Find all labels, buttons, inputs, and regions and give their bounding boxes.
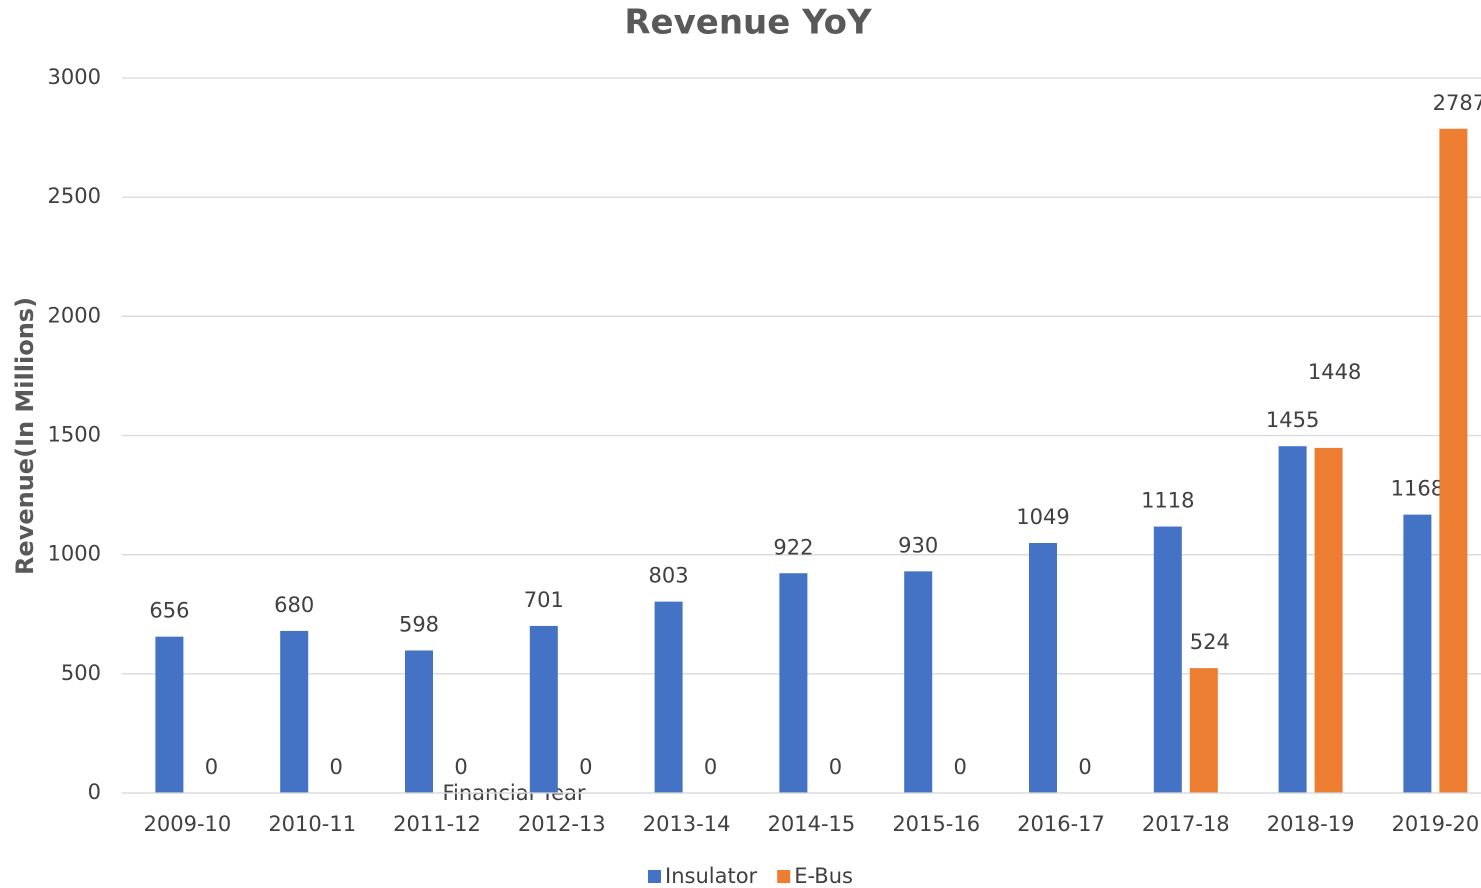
data-label: 1049 — [1016, 505, 1069, 529]
y-tick-label: 0 — [88, 780, 101, 804]
x-tick-label: 2016-17 — [1017, 812, 1105, 836]
bar — [1153, 526, 1182, 793]
x-tick-label: 2014-15 — [768, 812, 856, 836]
data-label: 0 — [829, 755, 842, 779]
bar — [1029, 542, 1057, 793]
legend-swatch — [648, 870, 661, 883]
x-tick-label: 2015-16 — [892, 812, 980, 836]
y-tick-label: 2000 — [48, 303, 101, 327]
x-tick-label: 2018-19 — [1267, 812, 1355, 836]
data-label: 0 — [205, 755, 218, 779]
x-tick-label: 2012-13 — [518, 812, 606, 836]
bar — [654, 601, 683, 793]
y-axis-title: Revenue(In Millions) — [11, 297, 39, 575]
bar — [1439, 128, 1468, 793]
data-label: 1455 — [1266, 408, 1319, 432]
y-tick-label: 500 — [61, 661, 101, 685]
x-tick-label: 2019-20 — [1392, 812, 1480, 836]
data-label: 0 — [579, 755, 592, 779]
data-label: 803 — [649, 564, 689, 588]
data-label: 922 — [773, 535, 813, 559]
bar — [1189, 668, 1218, 793]
x-tick-label: 2017-18 — [1142, 812, 1230, 836]
y-tick-label: 1500 — [48, 423, 101, 447]
bar — [1314, 447, 1343, 793]
data-label: 0 — [330, 755, 343, 779]
data-label: 2787 — [1433, 91, 1481, 115]
data-label: 0 — [954, 755, 967, 779]
data-label: 598 — [399, 612, 439, 636]
data-label: 1168 — [1391, 477, 1444, 501]
data-label: 0 — [454, 755, 467, 779]
x-tick-label: 2010-11 — [268, 812, 356, 836]
data-label: 656 — [149, 599, 189, 623]
x-tick-label: 2009-10 — [144, 812, 232, 836]
data-label: 0 — [1078, 755, 1091, 779]
bar — [405, 650, 433, 793]
data-label: 1118 — [1141, 489, 1194, 513]
x-tick-label: 2013-14 — [643, 812, 731, 836]
data-label: 1448 — [1308, 360, 1361, 384]
legend-label: E-Bus — [794, 864, 853, 888]
x-tick-label: 2011-12 — [393, 812, 481, 836]
bar — [529, 625, 558, 793]
data-label: 524 — [1190, 630, 1230, 654]
y-tick-label: 1000 — [48, 542, 101, 566]
data-label: 0 — [704, 755, 717, 779]
bar — [779, 573, 808, 793]
chart-title: Revenue YoY — [624, 3, 872, 43]
bar — [155, 636, 184, 793]
data-label: 680 — [274, 593, 314, 617]
data-label: 701 — [524, 588, 564, 612]
bar — [904, 571, 933, 793]
bar — [280, 630, 309, 793]
y-tick-label: 3000 — [48, 65, 101, 89]
bar — [1403, 514, 1432, 793]
legend-swatch — [777, 870, 791, 883]
bar — [1278, 446, 1307, 793]
data-label: 930 — [898, 533, 938, 557]
legend-label: Insulator — [665, 864, 758, 888]
y-tick-label: 2500 — [48, 184, 101, 208]
